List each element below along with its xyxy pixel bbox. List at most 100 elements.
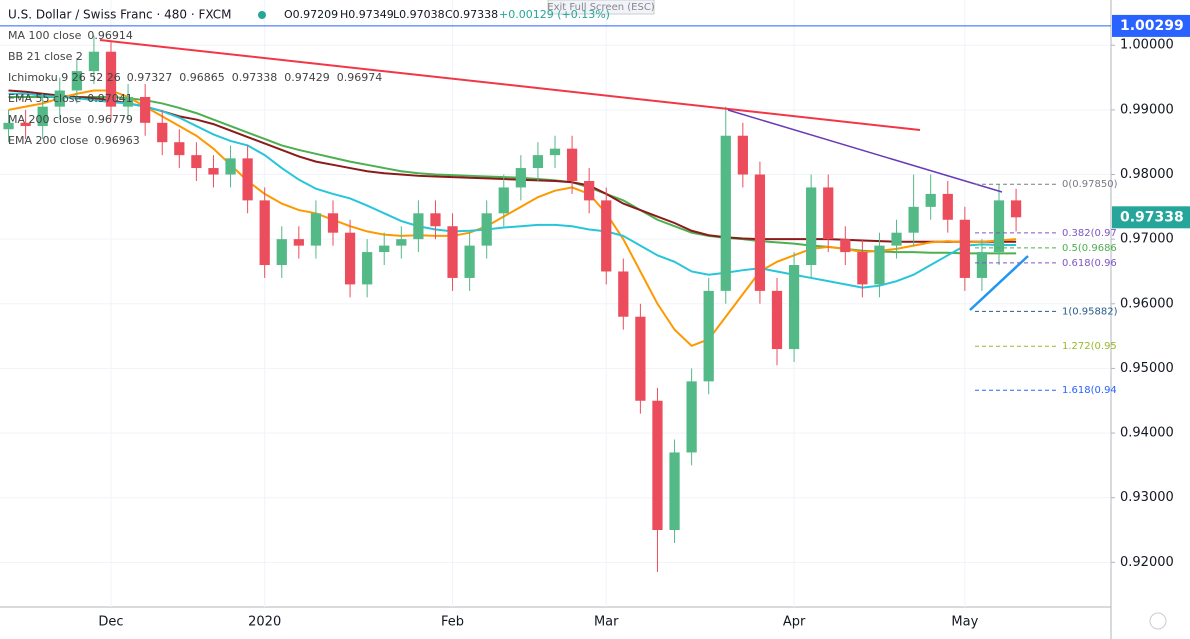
candle-body: [20, 122, 31, 127]
candle-body: [823, 187, 834, 240]
candle-body: [806, 187, 817, 266]
x-tick-label: Mar: [594, 615, 619, 630]
ohlc-high: H0.97349: [340, 8, 394, 21]
indicator-name: EMA 200 close: [8, 134, 89, 147]
indicator-name: MA 200 close: [8, 113, 82, 126]
candle-body: [88, 51, 100, 72]
candle-body: [566, 148, 578, 181]
fib-label: 1.618(0.94: [1062, 385, 1117, 396]
candle-body: [993, 200, 1005, 253]
candle-body: [686, 381, 697, 453]
candle-body: [976, 252, 988, 278]
indicator-value: 0.97041: [87, 92, 133, 105]
price-label-box: [1112, 14, 1190, 37]
candle-body: [771, 290, 783, 350]
indicator-name: MA 100 close: [8, 29, 82, 42]
fib-label: 0.618(0.96: [1062, 258, 1117, 269]
y-tick-label: 1.00000: [1120, 38, 1174, 53]
candle-body: [208, 168, 219, 175]
candle-body: [481, 213, 492, 246]
trend-line: [727, 109, 1003, 193]
y-tick-label: 0.96000: [1120, 296, 1174, 311]
axes: 0.92000 0.93000 0.94000 0.95000 0.96000 0.970…: [0, 14, 1190, 630]
indicator-name: EMA 55 close: [8, 92, 82, 105]
x-tick-label: 2020: [248, 615, 281, 630]
candle-body: [174, 142, 185, 156]
y-tick-label: 0.92000: [1120, 555, 1174, 570]
y-tick-label: 0.98000: [1120, 167, 1174, 182]
candle-body: [908, 206, 919, 233]
candle-body: [122, 96, 134, 107]
candle-body: [396, 239, 407, 246]
candle-body: [703, 290, 714, 382]
candle-body: [618, 271, 629, 317]
candle-body: [242, 158, 253, 201]
candle-body: [959, 219, 970, 278]
indicator-value: 0.96865: [179, 71, 225, 84]
candle-body: [601, 200, 612, 272]
ohlc-open: O0.97209: [284, 8, 338, 21]
trend-line: [99, 39, 921, 131]
candle-body: [225, 158, 236, 175]
candle-body: [942, 193, 953, 220]
candle-body: [54, 90, 65, 107]
candle-body: [3, 122, 14, 130]
x-tick-label: Apr: [783, 615, 806, 630]
price-label-box: [1112, 206, 1190, 229]
candle-body: [549, 148, 561, 156]
trend-line: [969, 255, 1029, 311]
ohlc-change: +0.00129 (+0.13%): [499, 8, 610, 21]
fib-label: 0.5(0.9686: [1062, 243, 1117, 254]
candle-body: [362, 252, 373, 285]
y-tick-label: 0.97000: [1120, 232, 1174, 247]
tooltip: Exit Full Screen (ESC): [547, 2, 655, 13]
candle-body: [669, 452, 680, 531]
auto-scale-button[interactable]: [1149, 612, 1167, 630]
indicator-value: 0.96974: [337, 71, 383, 84]
fib-label: 0(0.97850): [1062, 179, 1118, 190]
candle-body: [515, 168, 526, 188]
y-tick-label: 0.93000: [1120, 490, 1174, 505]
candle-body: [71, 71, 82, 91]
candle-body: [737, 135, 748, 175]
ohlc-low: L0.97038: [393, 8, 445, 21]
indicator-legend: MA 100 close 0.96914 BB 21 close 2 Ichimoku…: [8, 29, 382, 147]
market-status: [258, 11, 266, 19]
symbol[interactable]: U.S. Dollar / Swiss Franc · 480 · FXCM: [8, 8, 231, 22]
indicator-value: 0.96779: [87, 113, 133, 126]
indicator-value: 0.96914: [87, 29, 133, 42]
fib-label: 1(0.95882): [1062, 306, 1118, 317]
x-tick-label: Feb: [441, 615, 464, 630]
fib-label: 1.272(0.95: [1062, 341, 1117, 352]
candle-body: [413, 213, 424, 240]
y-tick-label: 0.99000: [1120, 102, 1174, 117]
candle-body: [379, 245, 390, 253]
fib-label: 0.382(0.97: [1062, 228, 1117, 239]
indicator-value: 0.96963: [94, 134, 140, 147]
candle-body: [720, 135, 731, 291]
candle-body: [925, 193, 936, 207]
tooltip-box: [547, 0, 655, 15]
y-tick-label: 0.95000: [1120, 361, 1174, 376]
candle-body: [857, 252, 868, 285]
price-label: 0.97338: [1120, 209, 1184, 225]
indicator-name: Ichimoku 9 26 52 26: [8, 71, 121, 84]
candle-body: [276, 239, 287, 266]
y-tick-label: 0.94000: [1120, 426, 1174, 441]
candle-body: [532, 155, 544, 169]
candle-body: [464, 245, 475, 278]
candle-body: [840, 239, 851, 253]
candle-body: [652, 400, 663, 531]
candle-body: [259, 200, 270, 266]
candle-body: [584, 180, 595, 201]
candle-body: [191, 155, 202, 169]
candle-body: [447, 226, 458, 278]
candle-body: [327, 213, 339, 233]
indicator-line: [8, 92, 1017, 289]
candle-body: [891, 232, 902, 246]
x-tick-label: Dec: [98, 615, 123, 630]
candle-body: [430, 213, 441, 227]
